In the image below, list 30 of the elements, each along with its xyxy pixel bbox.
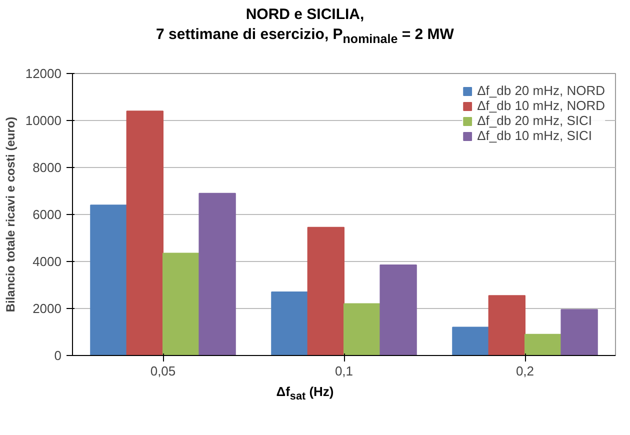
y-tick-label: 0 [54,348,62,363]
y-tick-label: 10000 [25,113,62,128]
bar [162,252,200,356]
x-tick-label: 0,2 [516,364,534,378]
bar [344,303,381,356]
y-tick-label: 6000 [32,207,62,222]
bar [560,309,598,356]
bar [307,226,344,356]
legend-label: Δf_db 10 mHz, SICI [477,128,592,143]
legend-label: Δf_db 10 mHz, NORD [477,98,605,113]
bar [488,295,526,356]
y-tick-label: 8000 [32,160,62,175]
bar [380,264,417,356]
x-tick-label: 0,05 [150,364,176,378]
y-tick-label: 2000 [32,301,62,316]
bar [90,204,128,356]
legend-label: Δf_db 20 mHz, SICI [477,113,592,128]
x-axis-title: Δf$_{sat}$ (Hz) [275,383,335,405]
legend-label: Δf_db 20 mHz, NORD [477,83,605,98]
bar [198,192,236,356]
bar [271,292,308,356]
y-axis-title: Bilancio totale ricavi e costi (euro) [3,116,18,312]
bar [126,110,164,356]
y-tick-label: 4000 [32,254,62,269]
bar [524,334,562,356]
bar [452,326,490,356]
chart-subtitle: 7 settimane di esercizio, P$_{nominale}$ = 2 MW [156,26,454,46]
chart-title: NORD e SICILIA, [246,6,364,23]
y-tick-label: 12000 [25,66,62,81]
x-tick-label: 0,1 [334,364,354,378]
